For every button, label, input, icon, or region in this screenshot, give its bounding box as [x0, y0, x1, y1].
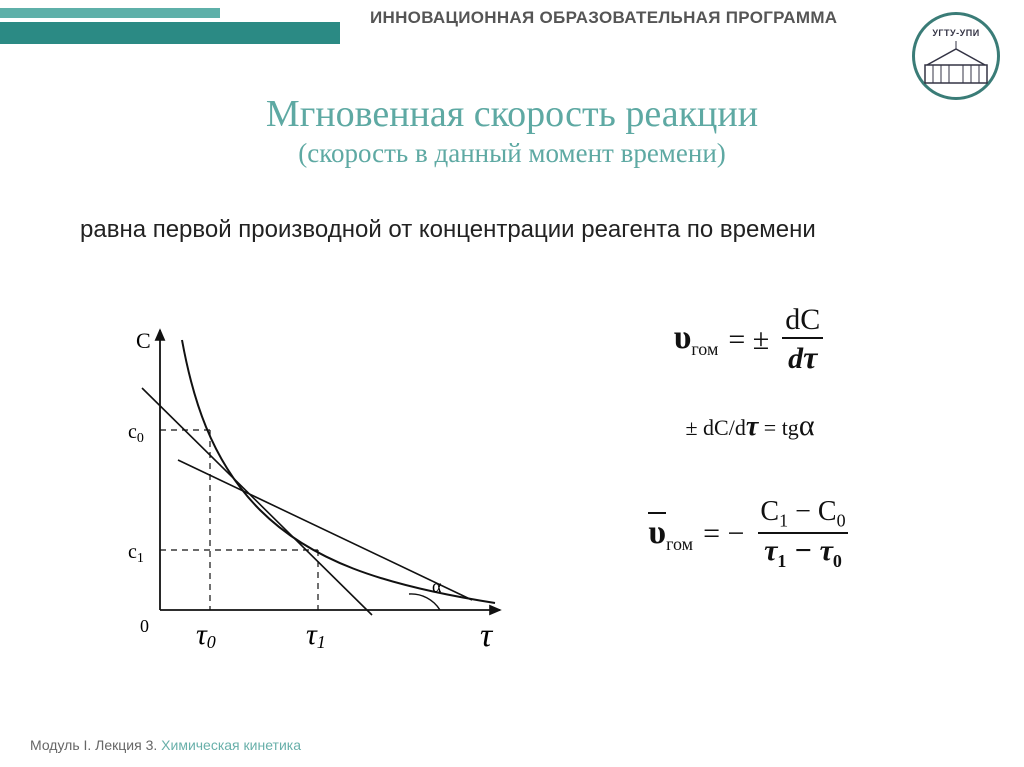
slide-title: Мгновенная скорость реакции (скорость в …	[0, 92, 1024, 169]
definition-text: равна первой производной от концентрации…	[80, 208, 964, 251]
logo-building-icon	[923, 41, 989, 85]
upsilon-symbol: υ	[674, 319, 692, 356]
c0-label: c0	[128, 421, 144, 446]
tau0-label: τ0	[196, 618, 216, 652]
tau-axis-label: τ	[480, 617, 494, 654]
slide-footer: Модуль I. Лекция 3. Химическая кинетика	[30, 737, 301, 753]
formula-instantaneous-rate: υгом = ± dС dτ	[560, 305, 940, 374]
alpha-label: α	[432, 576, 442, 596]
university-logo: УГТУ-УПИ	[912, 12, 1000, 100]
c1-label: c1	[128, 541, 144, 566]
slide-header: ИННОВАЦИОННАЯ ОБРАЗОВАТЕЛЬНАЯ ПРОГРАММА …	[0, 0, 1024, 50]
formula-average-rate: υгом = − С1 − С0 τ1 − τ0	[560, 498, 940, 570]
title-sub: (скорость в данный момент времени)	[0, 138, 1024, 169]
footer-topic: Химическая кинетика	[161, 737, 301, 753]
tau1-label: τ1	[306, 618, 326, 652]
logo-text: УГТУ-УПИ	[932, 28, 979, 38]
origin-label: 0	[140, 616, 149, 636]
concentration-time-chart: С c0 c1 0 τ0 τ1 τ α	[100, 310, 520, 670]
footer-module: Модуль I. Лекция 3.	[30, 737, 161, 753]
formula-tangent: ± dС/dτ = tgα	[560, 409, 940, 443]
header-accent-bar-dark	[0, 22, 340, 44]
header-accent-bar-light	[0, 8, 220, 18]
program-label: ИННОВАЦИОННАЯ ОБРАЗОВАТЕЛЬНАЯ ПРОГРАММА	[370, 8, 837, 28]
axis-c-label: С	[136, 328, 151, 353]
formula-block: υгом = ± dС dτ ± dС/dτ = tgα υгом = − С1…	[560, 305, 940, 570]
title-main: Мгновенная скорость реакции	[0, 92, 1024, 136]
